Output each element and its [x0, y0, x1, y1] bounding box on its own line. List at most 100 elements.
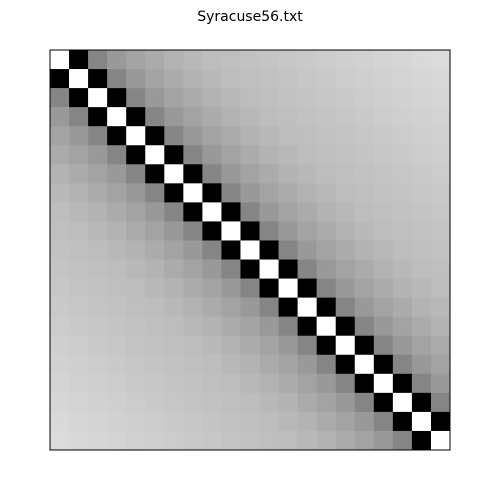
heatmap-cell	[411, 411, 432, 432]
heatmap-cell	[373, 316, 394, 337]
heatmap-cell	[278, 202, 298, 222]
heatmap-cell	[183, 411, 203, 432]
heatmap-cell	[145, 392, 165, 413]
heatmap-cell	[430, 126, 451, 146]
heatmap-cell	[50, 430, 70, 451]
heatmap-cell	[183, 240, 203, 260]
heatmap-cell	[316, 430, 337, 451]
heatmap-cell	[202, 354, 222, 375]
heatmap-cell	[183, 183, 203, 203]
heatmap-cell	[50, 392, 70, 413]
heatmap-cell	[392, 430, 413, 451]
heatmap-cell	[373, 430, 394, 451]
heatmap-cell	[126, 69, 146, 89]
heatmap-cell	[145, 145, 165, 165]
heatmap-cell	[278, 392, 298, 413]
heatmap-cell	[69, 430, 89, 451]
heatmap-cell	[126, 297, 146, 317]
heatmap-cell	[354, 430, 375, 451]
heatmap-cell	[164, 107, 184, 127]
heatmap-cell	[88, 69, 108, 89]
heatmap-cell	[278, 354, 298, 375]
heatmap-cell	[50, 411, 70, 432]
heatmap-cell	[373, 259, 394, 279]
heatmap-cell	[297, 164, 317, 184]
heatmap-cell	[411, 392, 432, 413]
heatmap-cell	[88, 221, 108, 241]
heatmap-cell	[221, 221, 241, 241]
heatmap-cell	[69, 278, 89, 298]
heatmap-cell	[316, 164, 337, 184]
heatmap-cell	[297, 316, 317, 337]
heatmap-cell	[126, 278, 146, 298]
heatmap-cell	[69, 221, 89, 241]
heatmap-cell	[278, 373, 298, 394]
chart-title: Syracuse56.txt	[197, 9, 303, 25]
heatmap-cell	[278, 183, 298, 203]
heatmap-cell	[335, 297, 356, 317]
heatmap-cell	[430, 354, 451, 375]
heatmap-cell	[126, 392, 146, 413]
heatmap-cell	[335, 354, 356, 375]
heatmap-cell	[126, 335, 146, 356]
heatmap-cell	[69, 126, 89, 146]
heatmap-cell	[221, 50, 241, 70]
heatmap-cell	[69, 354, 89, 375]
heatmap-cell	[164, 297, 184, 317]
heatmap-cell	[183, 88, 203, 108]
heatmap-cell	[221, 107, 241, 127]
heatmap-cell	[69, 183, 89, 203]
heatmap-cell	[335, 50, 356, 70]
heatmap-cell	[297, 259, 317, 279]
heatmap-cell	[392, 202, 413, 222]
heatmap-cell	[335, 240, 356, 260]
heatmap-cell	[411, 107, 432, 127]
heatmap-cell	[107, 183, 127, 203]
heatmap-cell	[164, 411, 184, 432]
heatmap-cell	[297, 107, 317, 127]
heatmap-cell	[88, 145, 108, 165]
heatmap-cell	[240, 164, 260, 184]
heatmap-cell	[183, 107, 203, 127]
heatmap-cell	[259, 202, 279, 222]
heatmap-cell	[202, 297, 222, 317]
heatmap-cell	[259, 278, 279, 298]
heatmap-cell	[240, 411, 260, 432]
heatmap-cell	[259, 50, 279, 70]
heatmap-cell	[202, 145, 222, 165]
heatmap-cell	[240, 126, 260, 146]
heatmap-cell	[373, 354, 394, 375]
heatmap-cell	[354, 354, 375, 375]
heatmap-cell	[183, 373, 203, 394]
heatmap-cell	[164, 259, 184, 279]
heatmap-cell	[107, 411, 127, 432]
heatmap-cell	[316, 373, 337, 394]
heatmap-cell	[278, 107, 298, 127]
heatmap-cell	[164, 316, 184, 337]
heatmap-cell	[278, 164, 298, 184]
heatmap-cell	[126, 107, 146, 127]
heatmap-cell	[335, 88, 356, 108]
heatmap-cell	[88, 354, 108, 375]
heatmap-cell	[373, 411, 394, 432]
heatmap-cell	[297, 297, 317, 317]
heatmap-cell	[221, 69, 241, 89]
heatmap-cell	[126, 373, 146, 394]
heatmap-cell	[126, 202, 146, 222]
heatmap-cell	[430, 297, 451, 317]
heatmap-cell	[373, 145, 394, 165]
heatmap-cell	[88, 183, 108, 203]
heatmap-cell	[202, 259, 222, 279]
heatmap-cell	[316, 354, 337, 375]
heatmap-cell	[183, 278, 203, 298]
heatmap-cell	[278, 240, 298, 260]
heatmap-cell	[240, 145, 260, 165]
heatmap-cell	[221, 411, 241, 432]
heatmap-cell	[221, 126, 241, 146]
heatmap-cell	[354, 411, 375, 432]
heatmap-cell	[430, 430, 451, 451]
heatmap-cell	[316, 69, 337, 89]
heatmap-cell	[278, 126, 298, 146]
heatmap-cell	[126, 430, 146, 451]
heatmap-cell	[278, 221, 298, 241]
